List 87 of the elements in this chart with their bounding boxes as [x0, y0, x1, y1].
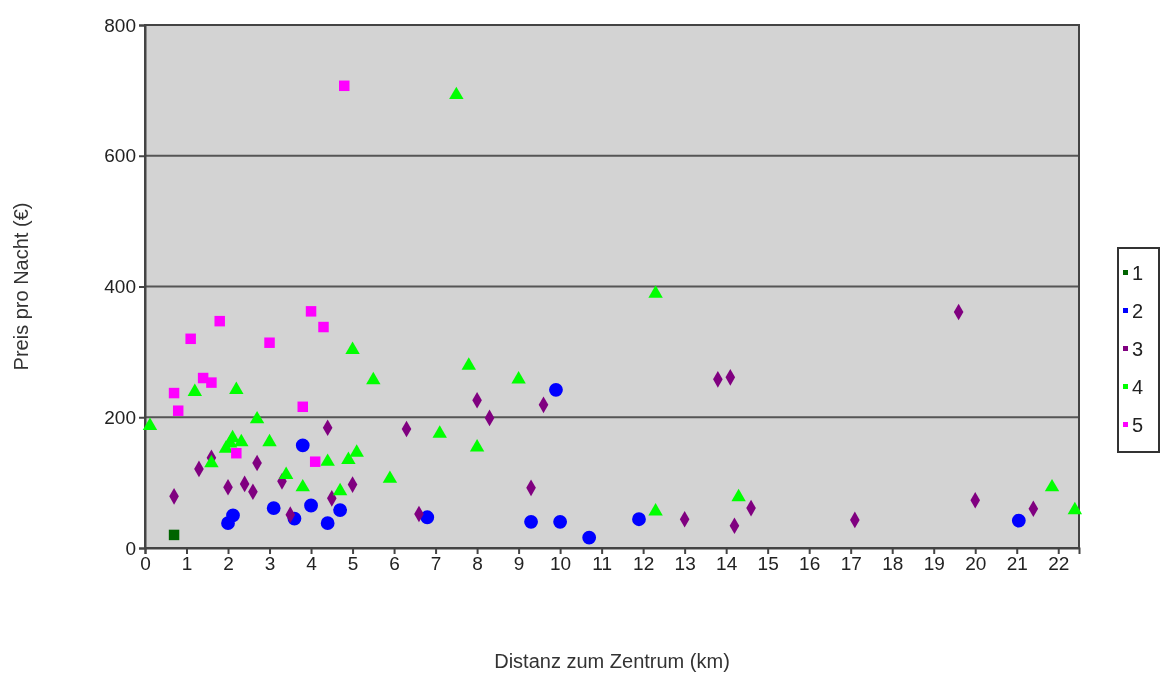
point: [1011, 513, 1026, 528]
point: [332, 482, 348, 496]
x-tick-label: 14: [716, 553, 738, 575]
point: [333, 503, 348, 517]
x-axis-title: Distanz zum Zentrum (km): [494, 650, 730, 672]
point: [214, 315, 225, 327]
point: [264, 337, 275, 348]
point: [168, 529, 180, 541]
x-tick-label: 15: [757, 553, 779, 575]
legend-label: 3: [1132, 338, 1144, 360]
y-axis-title: Preis pro Nacht (€): [10, 202, 32, 371]
point: [229, 381, 244, 394]
point: [341, 451, 356, 464]
y-tick-label: 200: [104, 406, 136, 428]
x-tick-label: 22: [1048, 553, 1070, 575]
point: [142, 417, 158, 430]
x-tick-label: 18: [882, 553, 904, 575]
point: [582, 530, 597, 545]
point: [266, 501, 281, 516]
point: [345, 341, 360, 355]
point: [648, 285, 663, 298]
x-tick-label: 8: [472, 553, 483, 575]
y-tick-label: 800: [104, 14, 136, 36]
point: [318, 321, 329, 333]
legend-label: 5: [1132, 414, 1144, 436]
point: [249, 410, 265, 424]
x-tick-label: 10: [550, 553, 572, 575]
point: [168, 387, 180, 399]
x-tick-label: 5: [347, 553, 359, 575]
point: [420, 510, 435, 525]
point: [731, 488, 746, 502]
legend-label: 1: [1132, 262, 1144, 284]
point: [297, 401, 308, 413]
point: [221, 516, 235, 531]
x-tick-label: 0: [140, 553, 151, 575]
point: [295, 478, 310, 492]
x-tick-label: 13: [674, 553, 696, 575]
point: [469, 439, 485, 452]
point: [278, 466, 294, 479]
point: [206, 377, 217, 388]
point: [1067, 501, 1083, 515]
x-tick-label: 3: [264, 553, 276, 575]
x-tick-label: 4: [306, 553, 318, 575]
legend-label: 4: [1132, 376, 1144, 398]
point: [382, 470, 398, 483]
point: [204, 454, 219, 468]
point: [185, 333, 196, 345]
point: [309, 456, 321, 467]
point: [449, 86, 464, 100]
point: [1044, 478, 1060, 492]
point: [524, 514, 538, 529]
y-tick-label: 600: [104, 145, 136, 167]
point: [632, 512, 646, 527]
point: [511, 371, 526, 384]
legend-label: 2: [1132, 300, 1144, 322]
point: [234, 433, 249, 447]
point: [339, 80, 350, 92]
y-tick-label: 0: [125, 537, 136, 559]
x-tick-label: 11: [592, 553, 612, 575]
point: [295, 438, 310, 453]
x-tick-label: 2: [223, 553, 234, 575]
x-tick-label: 16: [799, 553, 821, 575]
point: [549, 382, 563, 397]
point: [461, 357, 476, 370]
point: [320, 453, 335, 466]
x-tick-label: 7: [430, 553, 442, 575]
point: [172, 405, 184, 416]
point: [366, 371, 381, 385]
point: [648, 503, 663, 516]
point: [231, 447, 242, 459]
x-tick-label: 21: [1006, 553, 1028, 575]
x-tick-label: 17: [840, 553, 862, 575]
point: [432, 425, 447, 438]
x-tick-label: 19: [923, 553, 945, 575]
x-tick-label: 20: [965, 553, 987, 575]
x-tick-label: 1: [181, 553, 193, 575]
point: [320, 516, 335, 531]
point: [349, 444, 364, 457]
y-tick-label: 400: [104, 276, 136, 298]
x-tick-label: 6: [389, 553, 400, 575]
point: [553, 514, 568, 529]
point: [262, 433, 277, 447]
point: [305, 306, 317, 317]
x-tick-label: 12: [633, 553, 655, 575]
point: [187, 383, 203, 396]
x-tick-label: 9: [513, 553, 525, 575]
point: [304, 498, 318, 513]
